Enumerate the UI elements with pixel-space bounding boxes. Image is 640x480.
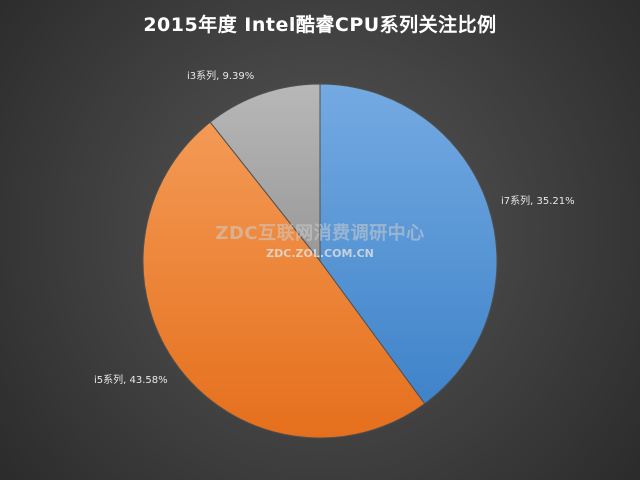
slice-label-i5: i5系列, 43.58%: [94, 373, 168, 386]
labels-layer: i7系列, 35.21% i5系列, 43.58% i3系列, 9.39%: [94, 69, 575, 386]
pie-slice-i7: [319, 83, 498, 405]
pie-slice-i5: [142, 121, 426, 439]
slice-label-i3: i3系列, 9.39%: [187, 69, 254, 82]
watermark-url: ZDC.ZOL.COM.CN: [266, 247, 374, 260]
pie-slice-i3: [209, 83, 321, 263]
slices-layer: [142, 83, 498, 439]
watermark-text: ZDC互联网消费调研中心: [215, 223, 425, 244]
chart-title: 2015年度 Intel酷睿CPU系列关注比例: [143, 14, 497, 36]
slice-label-i7: i7系列, 35.21%: [501, 194, 575, 207]
